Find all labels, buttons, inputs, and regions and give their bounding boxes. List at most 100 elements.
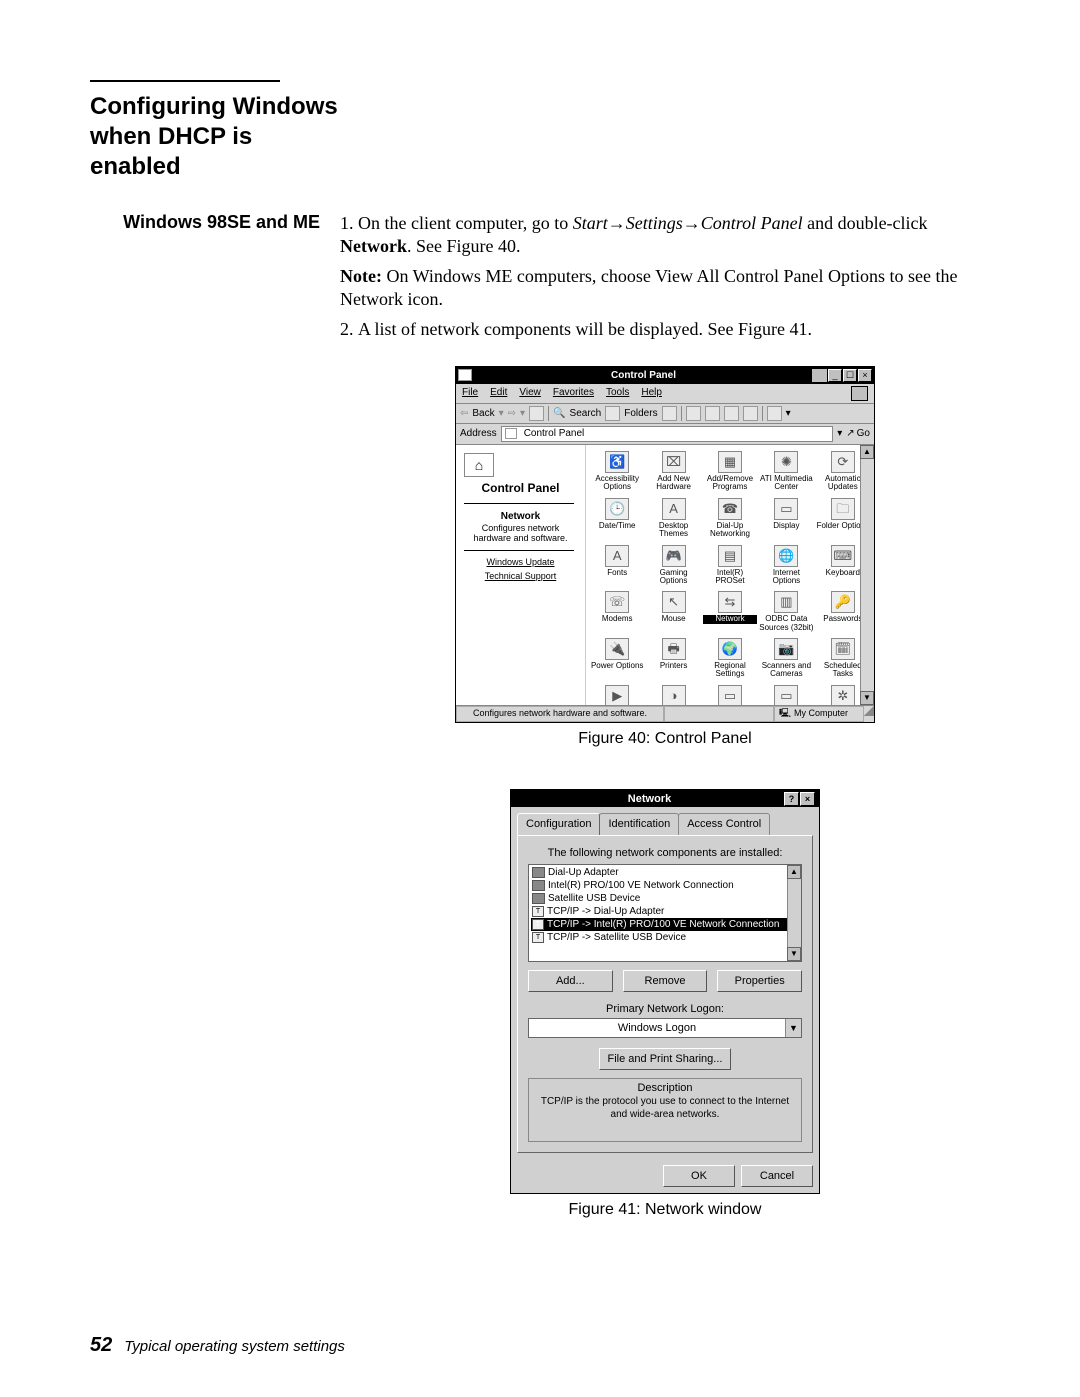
cp-item[interactable]: 🕒Date/Time [590,498,644,539]
cp-item[interactable]: ◑ [646,685,700,705]
scroll-up-icon[interactable]: ▲ [787,865,801,879]
resize-grip-icon[interactable] [864,706,874,716]
back-icon[interactable]: ⇦ [460,407,468,420]
cp-item-label: Date/Time [590,522,644,530]
search-icon[interactable]: 🔍 [553,407,565,420]
cp-item[interactable]: ▤Intel(R) PROSet [703,545,757,586]
menu-file[interactable]: File [462,386,478,401]
back-label[interactable]: Back [472,407,494,420]
component-item[interactable]: Intel(R) PRO/100 VE Network Connection [531,879,799,892]
close-button[interactable]: × [858,369,872,382]
history-icon[interactable] [662,406,677,421]
cp-item[interactable]: ▶ [590,685,644,705]
tab-identification[interactable]: Identification [599,813,679,834]
tab-configuration[interactable]: Configuration [517,813,600,834]
component-item[interactable]: TTCP/IP -> Dial-Up Adapter [531,905,799,918]
cp-item[interactable]: 🎮Gaming Options [646,545,700,586]
menu-help[interactable]: Help [641,386,662,401]
cp-item-icon: ⟳ [831,451,855,473]
forward-icon[interactable]: ⇨ [508,407,516,420]
scroll-down-icon[interactable]: ▼ [787,947,801,961]
menu-view[interactable]: View [519,386,541,401]
component-item[interactable]: TTCP/IP -> Intel(R) PRO/100 VE Network C… [531,918,799,931]
views-dropdown-icon[interactable]: ▾ [786,407,791,420]
undo-icon[interactable] [743,406,758,421]
cp-item[interactable]: ⌧Add New Hardware [646,451,700,492]
cp-item[interactable]: ☎Dial-Up Networking [703,498,757,539]
dialog-titlebar[interactable]: Network ? × [511,790,819,807]
folders-label[interactable]: Folders [624,407,657,420]
cp-item-label: Intel(R) PROSet [703,569,757,586]
menu-edit[interactable]: Edit [490,386,507,401]
maximize-button[interactable]: ☐ [843,369,857,382]
properties-button[interactable]: Properties [717,970,802,992]
ok-button[interactable]: OK [663,1165,735,1187]
moveto-icon[interactable] [686,406,701,421]
cp-item[interactable]: ▦Add/Remove Programs [703,451,757,492]
menu-tools[interactable]: Tools [606,386,629,401]
cp-item[interactable]: ADesktop Themes [646,498,700,539]
cp-item-icon: 🌍 [718,638,742,660]
help-button[interactable]: ? [784,792,799,806]
remove-button[interactable]: Remove [623,970,708,992]
cp-item[interactable]: 🌍Regional Settings [703,638,757,679]
component-item[interactable]: TTCP/IP -> Satellite USB Device [531,931,799,944]
cancel-button[interactable]: Cancel [741,1165,813,1187]
technical-support-link[interactable]: Technical Support [464,571,577,583]
components-list[interactable]: Dial-Up AdapterIntel(R) PRO/100 VE Netwo… [528,864,802,962]
up-icon[interactable] [529,406,544,421]
tab-access-control[interactable]: Access Control [678,813,770,834]
heading-rule [90,80,280,82]
window-titlebar[interactable]: Control Panel _ ☐ × [456,367,874,384]
cp-item[interactable]: ▥ODBC Data Sources (32bit) [759,591,813,632]
cp-item[interactable]: ☏Modems [590,591,644,632]
network-dialog: Network ? × Configuration Identification… [510,789,820,1194]
list-scrollbar[interactable]: ▲ ▼ [787,865,801,961]
cp-item-icon: ▶ [605,685,629,705]
cp-item[interactable]: ▭ [703,685,757,705]
search-label[interactable]: Search [570,407,602,420]
cp-item-icon: ☏ [605,591,629,613]
cp-item[interactable]: ↖Mouse [646,591,700,632]
cp-item[interactable]: 🔌Power Options [590,638,644,679]
add-button[interactable]: Add... [528,970,613,992]
cp-item[interactable]: ✺ATI Multimedia Center [759,451,813,492]
folders-icon[interactable] [605,406,620,421]
component-item[interactable]: Dial-Up Adapter [531,866,799,879]
file-print-sharing-button[interactable]: File and Print Sharing... [599,1048,732,1070]
cp-item[interactable]: ▭ [759,685,813,705]
cp-item-icon: ♿ [605,451,629,473]
close-button[interactable]: × [800,792,815,806]
cp-item[interactable]: ⇆Network [703,591,757,632]
scroll-up-icon[interactable]: ▲ [860,445,874,459]
window-title: Control Panel [476,369,811,382]
cp-item[interactable]: 🖶Printers [646,638,700,679]
cp-item[interactable]: AFonts [590,545,644,586]
go-icon: ↗ [846,427,854,440]
cp-item-label: ATI Multimedia Center [759,475,813,492]
copyto-icon[interactable] [705,406,720,421]
cp-item[interactable]: 📷Scanners and Cameras [759,638,813,679]
go-button[interactable]: ↗ Go [846,427,870,440]
delete-icon[interactable] [724,406,739,421]
cp-item-label: Fonts [590,569,644,577]
page-number: 52 [90,1334,112,1357]
views-icon[interactable] [767,406,782,421]
component-item[interactable]: Satellite USB Device [531,892,799,905]
windows-update-link[interactable]: Windows Update [464,557,577,569]
address-dropdown-icon[interactable]: ▾ [837,427,842,440]
minimize-button[interactable]: _ [828,369,842,382]
combo-dropdown-icon[interactable]: ▼ [785,1019,801,1037]
scroll-down-icon[interactable]: ▼ [860,691,874,705]
cp-item[interactable]: ▭Display [759,498,813,539]
go-label: Go [857,427,870,440]
forward-dropdown-icon[interactable]: ▾ [520,407,525,420]
menu-favorites[interactable]: Favorites [553,386,594,401]
cp-item[interactable]: 🌐Internet Options [759,545,813,586]
cp-item[interactable]: ♿Accessibility Options [590,451,644,492]
back-dropdown-icon[interactable]: ▾ [499,407,504,420]
primary-logon-combo[interactable]: Windows Logon ▼ [528,1018,802,1038]
address-field[interactable]: Control Panel [501,426,834,442]
scrollbar[interactable]: ▲ ▼ [860,445,874,705]
msn-icon[interactable] [811,368,828,383]
